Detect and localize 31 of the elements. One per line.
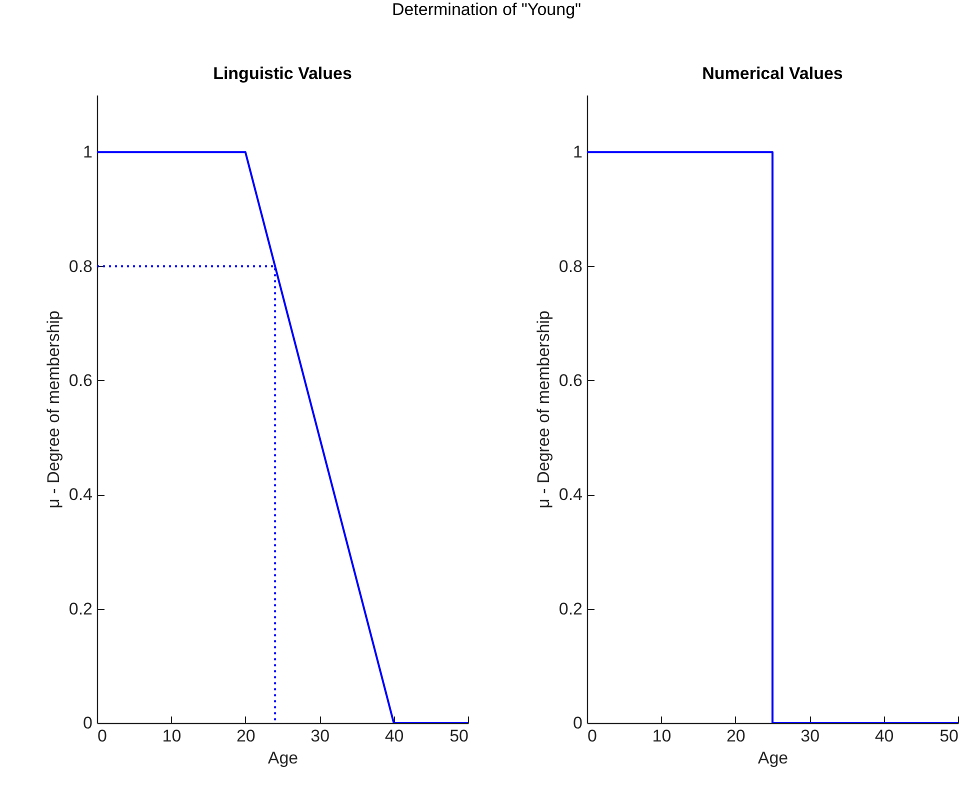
y-tick-label: 0: [83, 714, 92, 732]
y-tick-label: 0.8: [68, 256, 92, 276]
x-tick-label: 10: [162, 726, 182, 746]
x-tick-label: 40: [384, 726, 404, 746]
x-tick-label: 0: [588, 726, 597, 746]
y-axis-title: μ - Degree of membership: [44, 310, 63, 508]
x-tick-label: 30: [310, 726, 330, 746]
y-tick-label: 0.6: [68, 370, 92, 390]
x-tick-label: 20: [236, 726, 256, 746]
x-axis-title: Age: [758, 748, 788, 768]
y-tick-label: 0: [573, 714, 582, 732]
x-tick-label: 10: [652, 726, 672, 746]
y-axis-title: μ - Degree of membership: [534, 310, 553, 508]
y-tick-label: 0.6: [558, 370, 582, 390]
y-tick-label: 0.2: [68, 599, 92, 618]
y-tick-label: 1: [83, 142, 92, 162]
y-tick-label: 0.4: [68, 485, 92, 504]
chart-title: Linguistic Values: [213, 64, 352, 83]
x-tick-label: 0: [98, 726, 107, 746]
x-tick-label: 50: [450, 726, 468, 746]
x-axis-title: Age: [268, 748, 298, 768]
y-tick-label: 0.2: [558, 599, 582, 618]
y-tick-label: 1: [573, 142, 582, 162]
y-tick-label: 0.4: [558, 485, 582, 504]
text: Determination of "Young": [390, 0, 582, 21]
x-tick-label: 30: [800, 726, 820, 746]
x-tick-label: 50: [940, 726, 958, 746]
y-tick-label: 0.8: [558, 256, 582, 276]
x-tick-label: 40: [874, 726, 894, 746]
x-tick-label: 20: [726, 726, 746, 746]
chart-title: Numerical Values: [702, 64, 843, 83]
